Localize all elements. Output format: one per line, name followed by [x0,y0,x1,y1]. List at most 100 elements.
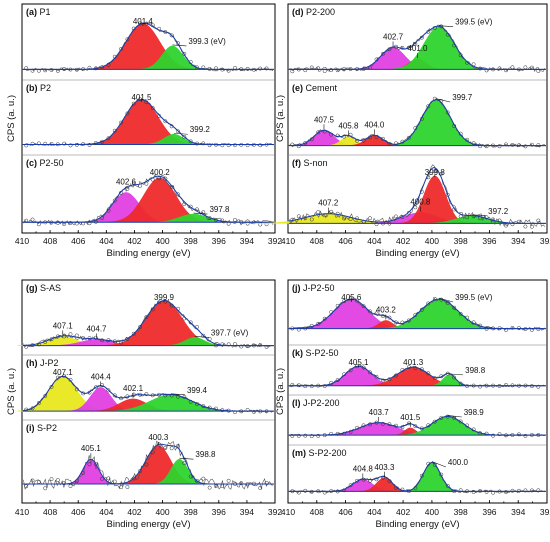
data-point [458,381,463,386]
data-point [125,485,130,489]
fit-envelope [288,461,546,492]
peak-annotation: 402.6 [116,178,137,187]
panel-label: (d) P2-200 [292,7,335,17]
fit-envelope [288,365,546,387]
data-point [432,296,437,301]
x-tick-label: 394 [240,236,254,246]
data-point [24,484,29,489]
peak-annotation: 405.1 [81,444,102,453]
data-point [452,375,457,380]
data-point [163,393,168,398]
x-tick-label: 410 [15,236,29,246]
peak-red-399.9 [105,300,224,346]
data-point [195,478,199,483]
peak-annotation: 399.5 (eV) [455,18,493,27]
data-point [439,415,444,420]
data-point [87,142,92,147]
data-point [426,29,431,34]
data-point [497,432,502,437]
data-point [112,393,117,398]
data-point [452,305,457,310]
data-point [163,176,168,181]
data-point [458,419,463,424]
data-point [361,304,366,309]
annotation-leader [179,457,194,460]
data-point [87,462,92,467]
peak-annotation: 400.0 [448,458,469,467]
data-point [445,483,450,488]
panel-P1: (a) P1 401.4 399.3 (eV) [22,7,274,73]
data-point [195,65,199,70]
data-point [125,111,130,116]
data-point [119,190,124,195]
data-point [381,378,385,383]
peak-annotation: 401.3 [403,358,424,367]
x-tick-label: 392 [268,507,282,517]
data-point [516,432,521,437]
data-point [106,136,111,141]
x-tick-label: 408 [310,507,324,517]
chart-group-top-right: 410 408 406 404 402 400 398 396 394 392 Binding en… [254,3,550,259]
data-point [309,65,314,70]
peak-annotation: 402.1 [123,384,144,393]
data-point [43,486,48,491]
data-point [138,469,143,473]
data-point [93,385,98,390]
fit-envelope [22,375,274,412]
data-point [150,106,155,110]
data-point [55,478,60,483]
panel-label: (a) P1 [26,7,51,17]
peak-annotation: 401.5 [131,93,152,102]
data-point [523,224,528,229]
data-point [100,476,105,481]
x-tick-label: 402 [396,236,410,246]
data-point [36,401,41,406]
data-point [176,129,180,134]
data-point [484,144,489,149]
data-point [188,139,193,144]
data-point [387,221,392,226]
data-point [68,332,73,337]
data-point [24,143,29,148]
fit-envelope [22,22,274,70]
peak-annotation: 398.8 [465,366,486,375]
data-point [523,65,528,70]
data-point [419,307,424,312]
data-point [207,143,212,148]
peak-annotation: 407.5 [314,115,335,124]
panel-P2-50: (c) P2-50 402.6 400.2 397.8 [22,158,274,227]
chart-group-bottom-left: 410 408 406 404 402 400 398 396 394 392 Binding en… [6,279,282,530]
peak-annotation: 404.8 [353,465,374,474]
annotation-leader [436,98,451,103]
data-point [504,142,508,147]
data-point [62,141,67,146]
x-tick-label: 398 [184,507,198,517]
x-tick-label: 402 [396,507,410,517]
data-point [232,217,237,222]
data-point [432,169,437,174]
data-point [445,192,450,197]
y-axis-label: CPS (a. u.) [275,95,286,142]
data-point [374,374,379,379]
x-tick-label: 404 [367,507,381,517]
x-tick-label: 406 [71,507,85,517]
data-point [226,342,231,347]
x-tick-label: 402 [127,236,141,246]
data-point [329,431,334,436]
peak-annotation: 399.2 [190,125,211,134]
data-point [303,488,308,493]
panel-name: S-non [301,158,328,168]
panel-letter: (d) [292,7,304,17]
y-axis-label: CPS (a. u.) [275,368,286,415]
data-point [393,141,398,146]
annotation-leader [472,214,487,217]
data-point [316,321,321,326]
data-point [348,483,353,488]
data-point [106,388,111,393]
x-tick-label: 404 [99,236,113,246]
annotation-leader [431,461,446,468]
data-point [381,51,385,56]
fit-envelope [22,99,274,145]
data-point [226,143,231,148]
data-point [24,66,29,71]
